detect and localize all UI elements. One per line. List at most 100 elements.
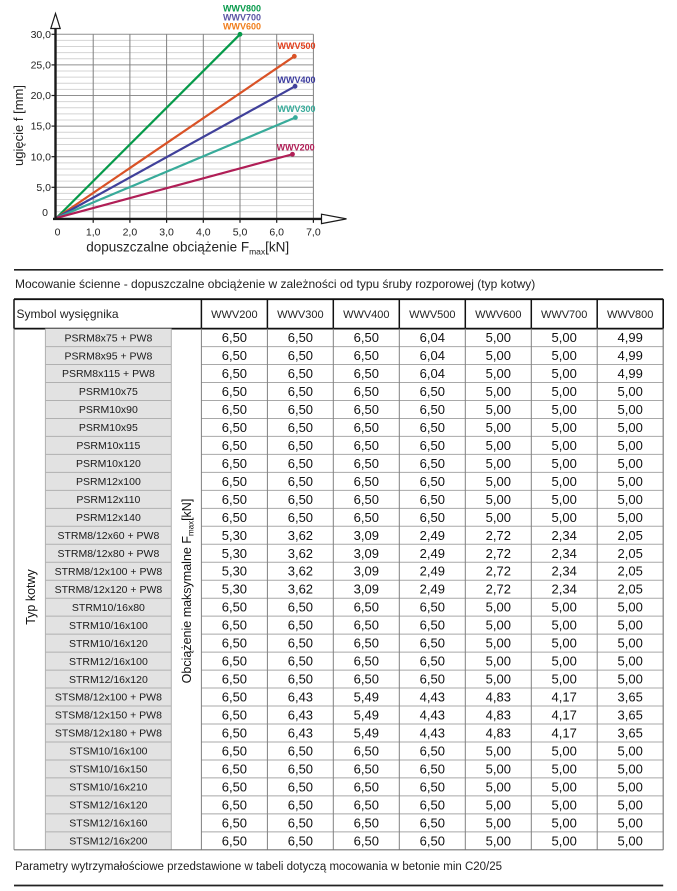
svg-text:6,50: 6,50 <box>222 384 247 399</box>
svg-text:WWV600: WWV600 <box>223 22 261 32</box>
svg-text:4,99: 4,99 <box>618 366 643 381</box>
svg-text:6,50: 6,50 <box>288 654 313 669</box>
svg-text:6,50: 6,50 <box>288 492 313 507</box>
svg-text:STRM12/16x120: STRM12/16x120 <box>69 674 148 686</box>
svg-text:5,00: 5,00 <box>618 815 643 830</box>
svg-text:5,00: 5,00 <box>552 600 577 615</box>
svg-text:6,50: 6,50 <box>354 743 379 758</box>
svg-text:2,05: 2,05 <box>618 546 643 561</box>
svg-text:6,50: 6,50 <box>288 474 313 489</box>
svg-text:STSM12/16x160: STSM12/16x160 <box>69 818 147 830</box>
svg-text:5,00: 5,00 <box>486 815 511 830</box>
svg-text:STSM12/16x200: STSM12/16x200 <box>69 836 147 848</box>
svg-text:6,50: 6,50 <box>420 456 445 471</box>
svg-text:6,50: 6,50 <box>354 330 379 345</box>
svg-text:PSRM10x95: PSRM10x95 <box>79 422 138 434</box>
svg-text:4,17: 4,17 <box>552 690 577 705</box>
svg-text:6,50: 6,50 <box>222 815 247 830</box>
svg-text:3,09: 3,09 <box>354 564 379 579</box>
svg-text:5,49: 5,49 <box>354 725 379 740</box>
svg-text:6,50: 6,50 <box>222 761 247 776</box>
svg-text:2,49: 2,49 <box>420 546 445 561</box>
svg-text:5,00: 5,00 <box>618 618 643 633</box>
svg-text:5,00: 5,00 <box>486 743 511 758</box>
svg-text:6,50: 6,50 <box>420 672 445 687</box>
svg-text:5,00: 5,00 <box>486 761 511 776</box>
svg-text:5,00: 5,00 <box>552 474 577 489</box>
svg-text:6,50: 6,50 <box>288 438 313 453</box>
svg-text:4,17: 4,17 <box>552 708 577 723</box>
svg-text:5,0: 5,0 <box>233 227 248 239</box>
svg-text:WWV800: WWV800 <box>607 309 653 321</box>
svg-text:5,00: 5,00 <box>552 636 577 651</box>
svg-text:5,30: 5,30 <box>222 582 247 597</box>
svg-text:2,49: 2,49 <box>420 582 445 597</box>
svg-text:5,30: 5,30 <box>222 528 247 543</box>
svg-text:5,00: 5,00 <box>552 492 577 507</box>
svg-text:25,0: 25,0 <box>31 60 52 72</box>
svg-text:1,0: 1,0 <box>86 227 101 239</box>
svg-text:5,00: 5,00 <box>618 761 643 776</box>
svg-text:5,00: 5,00 <box>618 654 643 669</box>
svg-text:6,50: 6,50 <box>222 654 247 669</box>
svg-text:6,50: 6,50 <box>222 725 247 740</box>
svg-text:STSM8/12x180 + PW8: STSM8/12x180 + PW8 <box>55 728 162 740</box>
svg-text:PSRM10x90: PSRM10x90 <box>79 404 138 416</box>
svg-text:WWV700: WWV700 <box>541 309 587 321</box>
svg-text:STSM12/16x120: STSM12/16x120 <box>69 800 147 812</box>
svg-text:5,00: 5,00 <box>552 618 577 633</box>
svg-text:6,50: 6,50 <box>354 474 379 489</box>
svg-text:WWV300: WWV300 <box>278 104 316 114</box>
svg-text:5,00: 5,00 <box>486 797 511 812</box>
svg-text:5,00: 5,00 <box>486 438 511 453</box>
svg-text:5,00: 5,00 <box>618 743 643 758</box>
svg-text:Obciążenie maksymalne Fmax[kN]: Obciążenie maksymalne Fmax[kN] <box>180 499 196 684</box>
svg-text:6,50: 6,50 <box>420 510 445 525</box>
svg-text:Parametry wytrzymałościowe prz: Parametry wytrzymałościowe przedstawione… <box>15 861 502 873</box>
svg-text:4,83: 4,83 <box>486 708 511 723</box>
svg-text:5,30: 5,30 <box>222 564 247 579</box>
svg-text:6,50: 6,50 <box>354 510 379 525</box>
svg-text:6,50: 6,50 <box>288 779 313 794</box>
svg-text:WWV500: WWV500 <box>278 41 316 51</box>
svg-text:WWV700: WWV700 <box>223 13 261 23</box>
svg-text:6,50: 6,50 <box>354 779 379 794</box>
svg-text:5,00: 5,00 <box>486 348 511 363</box>
svg-text:5,00: 5,00 <box>618 600 643 615</box>
svg-text:6,50: 6,50 <box>288 402 313 417</box>
svg-text:5,30: 5,30 <box>222 546 247 561</box>
svg-text:5,00: 5,00 <box>552 438 577 453</box>
svg-text:6,50: 6,50 <box>222 690 247 705</box>
svg-text:PSRM12x100: PSRM12x100 <box>76 476 141 488</box>
svg-text:5,00: 5,00 <box>618 672 643 687</box>
svg-text:STSM10/16x100: STSM10/16x100 <box>69 746 147 758</box>
svg-text:PSRM10x120: PSRM10x120 <box>76 458 141 470</box>
svg-text:3,62: 3,62 <box>288 528 313 543</box>
svg-text:STSM10/16x150: STSM10/16x150 <box>69 764 147 776</box>
svg-text:6,50: 6,50 <box>354 600 379 615</box>
svg-text:2,34: 2,34 <box>552 528 577 543</box>
svg-text:6,50: 6,50 <box>222 743 247 758</box>
svg-text:6,50: 6,50 <box>354 492 379 507</box>
svg-text:6,43: 6,43 <box>288 725 313 740</box>
svg-text:Symbol wysięgnika: Symbol wysięgnika <box>17 307 119 321</box>
svg-text:2,72: 2,72 <box>486 546 511 561</box>
svg-text:6,50: 6,50 <box>420 743 445 758</box>
svg-text:20,0: 20,0 <box>31 90 52 102</box>
svg-text:5,00: 5,00 <box>552 510 577 525</box>
svg-text:6,50: 6,50 <box>354 384 379 399</box>
svg-text:6,50: 6,50 <box>354 438 379 453</box>
svg-text:2,49: 2,49 <box>420 528 445 543</box>
svg-text:2,49: 2,49 <box>420 564 445 579</box>
svg-text:6,50: 6,50 <box>420 797 445 812</box>
svg-text:6,0: 6,0 <box>269 227 284 239</box>
svg-text:3,65: 3,65 <box>618 690 643 705</box>
svg-text:6,50: 6,50 <box>288 815 313 830</box>
svg-text:STRM8/12x60 + PW8: STRM8/12x60 + PW8 <box>57 530 159 542</box>
svg-text:3,09: 3,09 <box>354 546 379 561</box>
svg-text:6,50: 6,50 <box>420 600 445 615</box>
svg-text:6,50: 6,50 <box>420 833 445 848</box>
svg-text:5,00: 5,00 <box>552 797 577 812</box>
svg-text:5,00: 5,00 <box>618 510 643 525</box>
svg-text:6,50: 6,50 <box>420 636 445 651</box>
